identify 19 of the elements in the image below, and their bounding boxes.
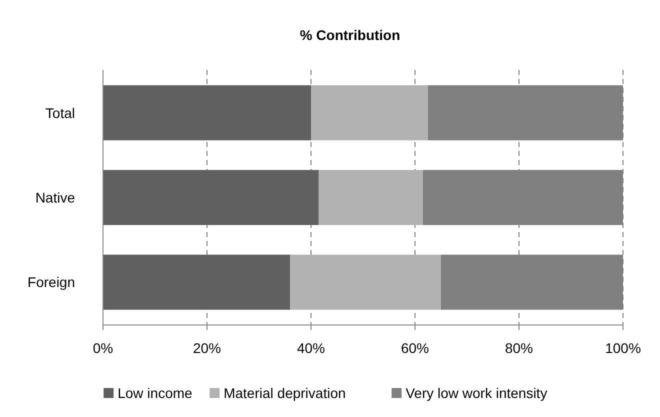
y-tick-label: Total <box>45 104 75 121</box>
y-tick-label: Foreign <box>28 274 75 290</box>
x-tick-label: 40% <box>296 340 326 356</box>
bar <box>290 254 441 310</box>
bar <box>103 85 311 140</box>
y-tick-label: Native <box>35 190 76 206</box>
bar <box>103 170 319 226</box>
bar <box>318 170 423 226</box>
x-tick-label: 80% <box>504 340 534 356</box>
bar <box>311 85 428 140</box>
legend-label: Low income <box>118 385 193 401</box>
legend-label: Material deprivation <box>224 385 346 401</box>
bar <box>103 254 290 310</box>
x-tick-label: 20% <box>192 340 222 356</box>
x-tick-label: 100% <box>605 340 641 356</box>
x-tick-label: 60% <box>400 340 430 356</box>
legend-label: Very low work intensity <box>406 385 548 401</box>
x-tick-label: 0% <box>92 340 114 356</box>
chart-title: % Contribution <box>300 27 400 43</box>
